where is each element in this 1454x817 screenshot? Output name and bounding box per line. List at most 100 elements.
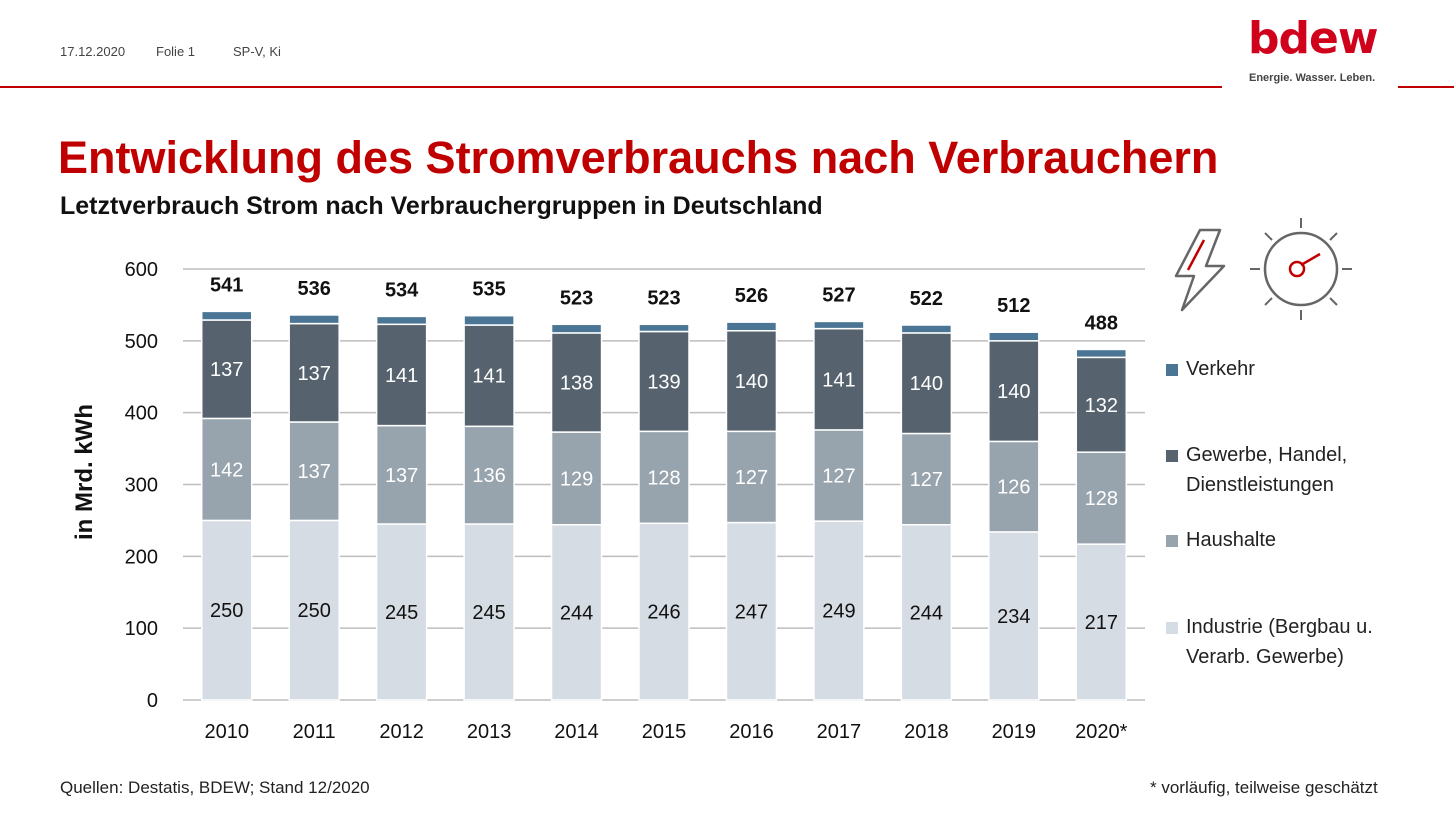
bar-industrie-8 [900, 523, 953, 701]
header-divider-left [0, 86, 1222, 88]
data-label-gewerbe-2: 141 [385, 365, 418, 387]
data-label-industrie-6: 247 [735, 601, 768, 623]
data-label-industrie-7: 249 [822, 601, 855, 623]
data-label-haushalte-1: 137 [297, 461, 330, 483]
legend-label-industrie: Industrie (Bergbau u. Verarb. Gewerbe) [1186, 616, 1373, 668]
data-label-industrie-10: 217 [1085, 612, 1118, 634]
bar-industrie-4 [550, 523, 603, 701]
bar-verkehr-6 [725, 321, 778, 332]
bar-haushalte-4 [550, 431, 603, 526]
y-tick-200: 200 [125, 546, 158, 568]
header-date: 17.12.2020 [60, 44, 126, 59]
x-tick-4: 2014 [554, 721, 599, 743]
data-label-gewerbe-0: 137 [210, 359, 243, 381]
bar-verkehr-7 [813, 320, 865, 330]
data-label-gewerbe-3: 141 [472, 366, 505, 388]
total-label-0: 541 [210, 274, 243, 296]
total-label-9: 512 [997, 295, 1030, 317]
total-label-4: 523 [560, 287, 593, 309]
y-tick-100: 100 [125, 618, 158, 640]
data-label-gewerbe-8: 140 [910, 373, 943, 395]
data-label-industrie-5: 246 [647, 602, 680, 624]
y-tick-300: 300 [125, 475, 158, 497]
bar-industrie-9 [988, 531, 1040, 701]
legend-swatch-industrie [1166, 622, 1178, 634]
legend-swatch-gewerbe [1166, 450, 1178, 462]
data-label-industrie-2: 245 [385, 602, 418, 624]
data-label-gewerbe-4: 138 [560, 372, 593, 394]
bdew-logo: bdew [1248, 13, 1378, 64]
bar-verkehr-0 [200, 310, 253, 321]
total-label-8: 522 [910, 288, 943, 310]
x-tick-9: 2019 [992, 721, 1037, 743]
bar-verkehr-1 [288, 314, 340, 325]
y-tick-400: 400 [125, 403, 158, 425]
bar-verkehr-8 [900, 324, 953, 334]
bar-gewerbe-9 [988, 340, 1040, 443]
data-label-haushalte-10: 128 [1085, 488, 1118, 510]
bar-verkehr-10 [1075, 348, 1128, 359]
total-label-2: 534 [385, 279, 419, 301]
legend-label-haushalte: Haushalte [1186, 529, 1277, 551]
bar-verkehr-3 [463, 314, 515, 326]
bar-gewerbe-3 [463, 324, 515, 428]
bar-verkehr-5 [638, 323, 690, 333]
page-title: Entwicklung des Stromverbrauchs nach Ver… [58, 132, 1219, 183]
bar-industrie-3 [463, 523, 515, 701]
bar-gewerbe-1 [288, 322, 340, 423]
bar-verkehr-9 [988, 331, 1040, 342]
data-label-gewerbe-7: 141 [822, 369, 855, 391]
x-tick-1: 2011 [293, 721, 336, 743]
x-tick-3: 2013 [467, 721, 512, 743]
legend-swatch-verkehr [1166, 364, 1178, 376]
bar-industrie-2 [375, 523, 428, 701]
bar-gewerbe-10 [1075, 356, 1128, 453]
data-label-gewerbe-5: 139 [647, 371, 680, 393]
data-label-haushalte-4: 129 [560, 468, 593, 490]
bar-industrie-6 [725, 521, 778, 701]
data-label-industrie-4: 244 [560, 602, 593, 624]
header-divider-right [1398, 86, 1454, 88]
bar-haushalte-8 [900, 432, 953, 526]
bar-verkehr-2 [375, 315, 428, 326]
total-label-5: 523 [647, 287, 680, 309]
data-label-haushalte-8: 127 [910, 469, 943, 491]
source-note: Quellen: Destatis, BDEW; Stand 12/2020 [60, 778, 370, 797]
bar-haushalte-10 [1075, 451, 1128, 545]
data-label-industrie-3: 245 [472, 602, 505, 624]
logo-tagline: Energie. Wasser. Leben. [1249, 72, 1376, 84]
x-tick-7: 2017 [817, 721, 862, 743]
data-label-gewerbe-9: 140 [997, 381, 1030, 403]
data-label-industrie-0: 250 [210, 600, 243, 622]
y-tick-600: 600 [125, 259, 158, 281]
data-label-haushalte-6: 127 [735, 467, 768, 489]
lightning-icon [1174, 228, 1226, 312]
legend-swatch-haushalte [1166, 535, 1178, 547]
total-label-7: 527 [822, 284, 855, 306]
data-label-gewerbe-6: 140 [735, 371, 768, 393]
bar-gewerbe-6 [725, 330, 778, 433]
data-label-haushalte-0: 142 [210, 459, 243, 481]
data-label-industrie-1: 250 [297, 600, 330, 622]
x-tick-0: 2010 [204, 721, 249, 743]
bar-haushalte-5 [638, 430, 690, 525]
data-label-haushalte-2: 137 [385, 465, 418, 487]
bar-gewerbe-2 [375, 323, 428, 427]
y-tick-0: 0 [147, 690, 158, 712]
page-subtitle: Letztverbrauch Strom nach Verbrauchergru… [60, 192, 823, 220]
preliminary-note: * vorläufig, teilweise geschätzt [1150, 778, 1378, 797]
x-tick-2: 2012 [379, 721, 424, 743]
data-label-industrie-8: 244 [910, 602, 943, 624]
bar-industrie-1 [288, 519, 340, 701]
x-tick-10: 2020* [1075, 721, 1127, 743]
data-label-haushalte-9: 126 [997, 477, 1030, 499]
bar-industrie-5 [638, 522, 690, 701]
header-slide-number: Folie 1 [156, 44, 196, 59]
bar-gewerbe-8 [900, 332, 953, 435]
data-label-haushalte-3: 136 [472, 465, 505, 487]
bar-haushalte-9 [988, 440, 1040, 533]
data-label-haushalte-7: 127 [822, 466, 855, 488]
total-label-6: 526 [735, 285, 768, 307]
x-tick-8: 2018 [904, 721, 949, 743]
